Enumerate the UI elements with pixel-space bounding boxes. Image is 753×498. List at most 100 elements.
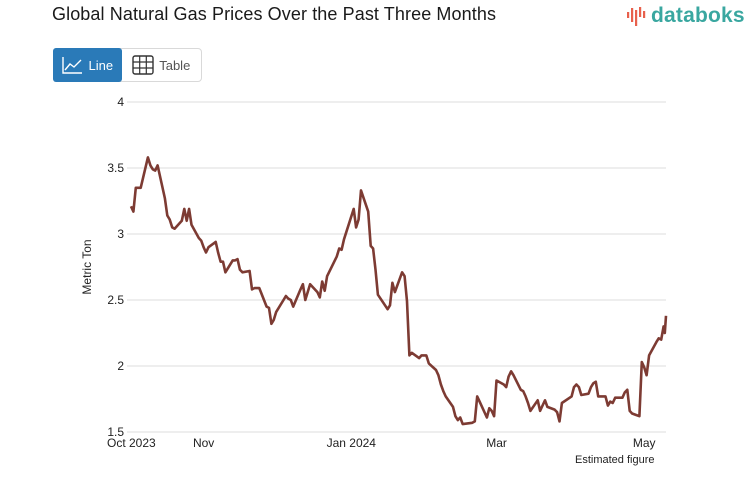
data-point[interactable] [434, 368, 438, 372]
data-point[interactable] [214, 240, 218, 244]
data-point[interactable] [613, 396, 617, 400]
data-point[interactable] [594, 380, 598, 384]
data-point[interactable] [180, 219, 184, 223]
data-point[interactable] [521, 389, 525, 393]
data-point[interactable] [248, 269, 252, 273]
data-point[interactable] [388, 303, 392, 307]
data-point[interactable] [153, 169, 157, 173]
data-point[interactable] [374, 268, 378, 272]
data-point[interactable] [596, 394, 600, 398]
data-point[interactable] [511, 373, 515, 377]
data-point[interactable] [206, 245, 210, 249]
data-point[interactable] [204, 250, 208, 254]
data-point[interactable] [579, 393, 583, 397]
data-point[interactable] [301, 282, 305, 286]
data-point[interactable] [400, 270, 404, 274]
data-point[interactable] [587, 392, 591, 396]
data-point[interactable] [325, 274, 329, 278]
data-point[interactable] [405, 299, 409, 303]
data-point[interactable] [654, 340, 658, 344]
series-line[interactable] [129, 156, 668, 426]
data-point[interactable] [451, 405, 455, 409]
data-point[interactable] [557, 419, 561, 423]
data-point[interactable] [640, 360, 644, 364]
data-point[interactable] [257, 286, 261, 290]
data-point[interactable] [606, 404, 610, 408]
data-point[interactable] [315, 290, 319, 294]
data-point[interactable] [342, 237, 346, 241]
data-point[interactable] [410, 351, 414, 355]
data-point[interactable] [318, 295, 322, 299]
data-point[interactable] [282, 298, 286, 302]
data-point[interactable] [637, 414, 641, 418]
data-point[interactable] [577, 385, 581, 389]
data-point[interactable] [366, 210, 370, 214]
data-point[interactable] [473, 419, 477, 423]
line-view-button[interactable]: Line [53, 48, 122, 82]
data-point[interactable] [555, 410, 559, 414]
data-point[interactable] [173, 227, 177, 231]
data-point[interactable] [291, 305, 295, 309]
data-point[interactable] [131, 210, 135, 214]
data-point[interactable] [630, 412, 634, 416]
data-point[interactable] [485, 415, 489, 419]
data-point[interactable] [526, 401, 530, 405]
data-point[interactable] [427, 361, 431, 365]
data-point[interactable] [441, 389, 445, 393]
data-point[interactable] [507, 375, 511, 379]
data-point[interactable] [182, 207, 186, 211]
data-point[interactable] [492, 414, 496, 418]
data-point[interactable] [453, 414, 457, 418]
data-point[interactable] [199, 239, 203, 243]
data-point[interactable] [659, 338, 663, 342]
data-point[interactable] [335, 254, 339, 258]
data-point[interactable] [390, 281, 394, 285]
data-point[interactable] [403, 274, 407, 278]
data-point[interactable] [354, 225, 358, 229]
data-point[interactable] [611, 401, 615, 405]
data-point[interactable] [589, 385, 593, 389]
data-point[interactable] [393, 290, 397, 294]
data-point[interactable] [252, 286, 256, 290]
data-point[interactable] [436, 373, 440, 377]
data-point[interactable] [647, 353, 651, 357]
data-point[interactable] [216, 250, 220, 254]
data-point[interactable] [645, 373, 649, 377]
data-point[interactable] [478, 400, 482, 404]
data-point[interactable] [269, 322, 273, 326]
data-point[interactable] [461, 422, 465, 426]
data-point[interactable] [240, 270, 244, 274]
data-point[interactable] [323, 289, 327, 293]
data-point[interactable] [139, 186, 143, 190]
data-point[interactable] [272, 318, 276, 322]
data-point[interactable] [352, 207, 356, 211]
data-point[interactable] [439, 382, 443, 386]
data-point[interactable] [662, 324, 666, 328]
data-point[interactable] [357, 217, 361, 221]
data-point[interactable] [236, 257, 240, 261]
data-point[interactable] [168, 217, 172, 221]
data-point[interactable] [444, 394, 448, 398]
data-point[interactable] [603, 394, 607, 398]
data-point[interactable] [221, 260, 225, 264]
data-point[interactable] [298, 287, 302, 291]
data-point[interactable] [165, 214, 169, 218]
data-point[interactable] [490, 409, 494, 413]
data-point[interactable] [509, 369, 513, 373]
data-point[interactable] [524, 394, 528, 398]
data-point[interactable] [570, 394, 574, 398]
data-point[interactable] [371, 247, 375, 251]
data-point[interactable] [458, 415, 462, 419]
data-point[interactable] [663, 331, 667, 335]
data-point[interactable] [528, 409, 532, 413]
data-point[interactable] [308, 282, 312, 286]
data-point[interactable] [504, 385, 508, 389]
data-point[interactable] [303, 298, 307, 302]
data-point[interactable] [187, 207, 191, 211]
data-point[interactable] [475, 394, 479, 398]
data-point[interactable] [190, 223, 194, 227]
data-point[interactable] [620, 396, 624, 400]
data-point[interactable] [202, 245, 206, 249]
table-view-button[interactable]: Table [122, 49, 201, 81]
data-point[interactable] [267, 306, 271, 310]
